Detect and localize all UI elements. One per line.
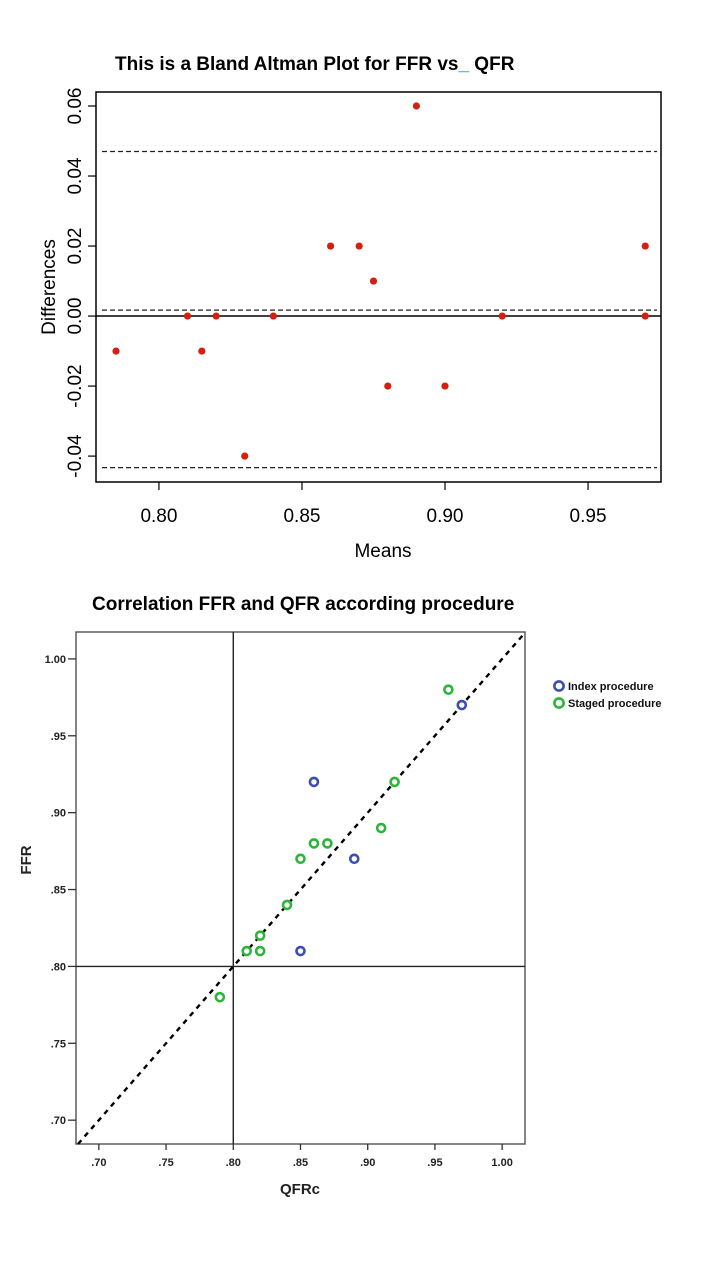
data-point (269, 312, 277, 320)
data-point (326, 242, 335, 250)
data-point-staged-procedure (389, 776, 400, 788)
data-point-index-procedure (308, 776, 320, 788)
correlation-title: Correlation FFR and QFR according proced… (92, 594, 514, 615)
data-point-staged-procedure (214, 991, 226, 1003)
x-tick-label: .80 (226, 1157, 241, 1169)
data-point-staged-procedure (281, 899, 293, 911)
data-point (641, 242, 649, 250)
data-point (112, 347, 120, 355)
y-tick-label: .80 (51, 961, 66, 973)
data-point-index-procedure (456, 699, 468, 711)
identity-line (77, 631, 526, 1145)
y-axis-label: FFR (18, 845, 35, 874)
x-tick-label: .85 (293, 1157, 308, 1169)
x-tick-label: 0.80 (140, 506, 177, 527)
data-point (498, 312, 506, 320)
legend-marker-icon (553, 697, 565, 709)
data-point-staged-procedure (322, 838, 333, 849)
x-tick-label: 0.90 (427, 506, 464, 527)
legend-item: Staged procedure (553, 697, 662, 710)
y-tick-label: .85 (51, 885, 66, 897)
y-tick-label: -0.02 (65, 364, 86, 407)
x-tick-label: .70 (91, 1157, 106, 1169)
data-point-index-procedure (348, 853, 360, 865)
y-tick-label: -0.04 (65, 434, 86, 478)
data-point (412, 102, 421, 110)
y-axis-label: Differences (39, 239, 60, 335)
data-point-index-procedure (295, 945, 306, 957)
data-point (384, 382, 392, 390)
correlation-plot: Correlation FFR and QFR according proced… (18, 594, 662, 1198)
y-tick-label: .95 (51, 731, 66, 743)
data-point-staged-procedure (375, 822, 387, 834)
legend-item: Index procedure (553, 680, 654, 693)
x-tick-label: 0.85 (283, 506, 320, 527)
data-point-staged-procedure (241, 945, 253, 957)
y-tick-label: 0.06 (65, 88, 86, 125)
plot-frame (95, 91, 662, 483)
data-point (241, 452, 249, 460)
x-axis-label: Means (354, 541, 411, 562)
legend-marker-icon (553, 680, 565, 692)
bland-altman-title: This is a Bland Altman Plot for FFR vs_ … (115, 54, 515, 75)
data-point (198, 347, 206, 355)
data-point-staged-procedure (308, 838, 320, 849)
legend-label: Staged procedure (568, 698, 662, 710)
data-point-staged-procedure (254, 930, 266, 941)
legend: Index procedure Staged procedure (553, 680, 662, 710)
x-axis-label: QFRc (280, 1181, 320, 1198)
data-point-staged-procedure (443, 684, 454, 695)
y-tick-label: .75 (51, 1038, 66, 1050)
y-tick-label: 1.00 (45, 654, 66, 666)
data-point (369, 277, 378, 285)
data-point (355, 242, 363, 250)
y-tick-label: .70 (51, 1115, 66, 1127)
y-tick-label: 0.00 (65, 298, 86, 335)
y-tick-label: 0.02 (65, 228, 86, 265)
x-tick-label: .75 (158, 1157, 173, 1169)
data-point-staged-procedure (254, 945, 266, 957)
x-tick-label: .95 (427, 1157, 442, 1169)
data-point (183, 312, 192, 320)
legend-label: Index procedure (568, 681, 654, 693)
data-point (441, 382, 449, 390)
x-tick-label: 0.95 (570, 506, 607, 527)
y-tick-label: 0.04 (65, 157, 86, 194)
data-point-staged-procedure (295, 853, 306, 865)
x-tick-label: .90 (360, 1157, 375, 1169)
bland-altman-plot: This is a Bland Altman Plot for FFR vs_ … (39, 54, 662, 562)
x-tick-label: 1.00 (491, 1157, 512, 1169)
plot-frame (75, 631, 526, 1145)
data-point (641, 312, 649, 320)
y-tick-label: .90 (51, 808, 66, 820)
data-point (212, 312, 220, 320)
